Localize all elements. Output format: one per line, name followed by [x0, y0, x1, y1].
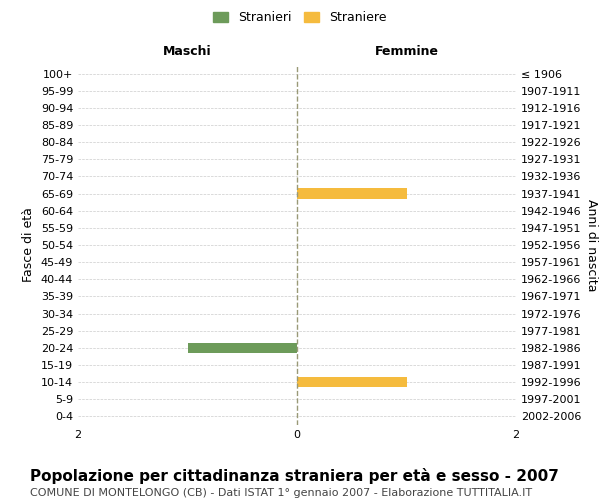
Legend: Stranieri, Straniere: Stranieri, Straniere — [208, 6, 392, 29]
Text: Femmine: Femmine — [374, 45, 439, 58]
Text: Popolazione per cittadinanza straniera per età e sesso - 2007: Popolazione per cittadinanza straniera p… — [30, 468, 559, 483]
Text: Maschi: Maschi — [163, 45, 212, 58]
Y-axis label: Anni di nascita: Anni di nascita — [585, 198, 598, 291]
Bar — [187, 342, 297, 353]
Y-axis label: Fasce di età: Fasce di età — [22, 208, 35, 282]
Text: COMUNE DI MONTELONGO (CB) - Dati ISTAT 1° gennaio 2007 - Elaborazione TUTTITALIA: COMUNE DI MONTELONGO (CB) - Dati ISTAT 1… — [30, 488, 532, 498]
Bar — [297, 188, 407, 198]
Bar — [297, 377, 407, 388]
